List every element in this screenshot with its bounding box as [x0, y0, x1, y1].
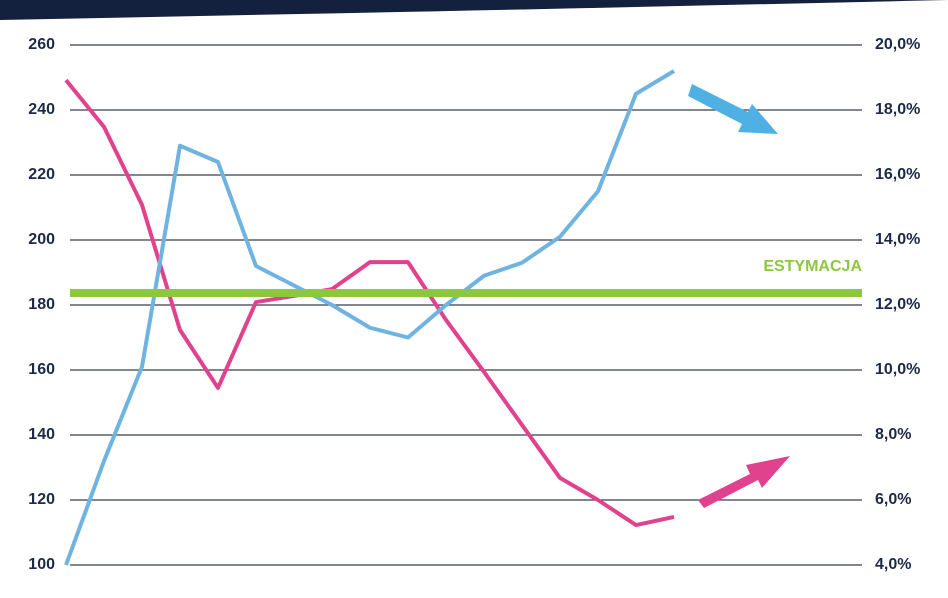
y2-tick-label: 8,0% [875, 426, 911, 443]
y2-tick-label: 10,0% [875, 361, 920, 378]
y-tick-label: 120 [28, 491, 55, 508]
y-tick-label: 140 [28, 426, 55, 443]
top-banner [0, 0, 948, 20]
y2-tick-label: 18,0% [875, 101, 920, 118]
y-tick-label: 220 [28, 166, 55, 183]
y2-tick-label: 14,0% [875, 231, 920, 248]
series-line [64, 78, 675, 528]
y2-tick-label: 12,0% [875, 296, 920, 313]
y2-tick-label: 16,0% [875, 166, 920, 183]
up-arrow [698, 456, 790, 508]
y2-tick-label: 20,0% [875, 36, 920, 53]
y2-tick-label: 6,0% [875, 491, 911, 508]
series-line [64, 69, 676, 566]
y-tick-label: 180 [28, 296, 55, 313]
y-tick-label: 260 [28, 36, 55, 53]
reference-label: ESTYMACJA [763, 258, 862, 275]
grid: 100 120 140 160 180 200 220 240 260 4,0% 6,0% 8,0% 1… [28, 36, 920, 573]
y-tick-label: 160 [28, 361, 55, 378]
y-tick-label: 200 [28, 231, 55, 248]
down-arrow [688, 84, 778, 134]
lines: ESTYMACJA [64, 69, 862, 566]
y-tick-label: 240 [28, 101, 55, 118]
y2-tick-label: 4,0% [875, 556, 911, 573]
y-tick-label: 100 [28, 556, 55, 573]
